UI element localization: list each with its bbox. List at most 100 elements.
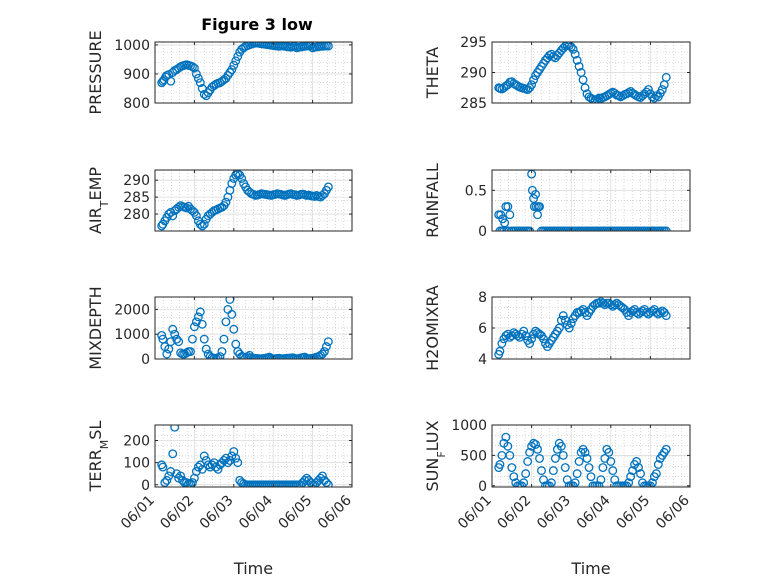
data-point — [213, 353, 223, 359]
x-tick-label: 06/02 — [495, 493, 535, 533]
data-point — [189, 322, 199, 332]
y-tick-label: 0 — [141, 352, 150, 368]
x-axis-label: Time — [570, 559, 610, 578]
data-point — [498, 214, 508, 224]
data-point — [321, 478, 331, 487]
data-point — [509, 472, 519, 482]
y-tick-label: 0 — [478, 479, 487, 495]
y-tick-label: 800 — [123, 96, 150, 112]
y-tick-label: 290 — [123, 173, 150, 189]
data-point — [501, 331, 511, 341]
data-point — [500, 218, 510, 228]
data-point — [195, 219, 205, 229]
data-point — [197, 221, 207, 231]
y-tick-label: 1000 — [451, 418, 487, 434]
data-point — [323, 182, 333, 192]
y-axis-label: AIRTEMP — [86, 167, 111, 234]
data-point — [503, 202, 513, 212]
data-point — [505, 450, 515, 460]
y-tick-label: 200 — [123, 434, 150, 450]
data-point — [572, 469, 582, 479]
y-axis-label: MIXDEPTH — [86, 286, 105, 369]
y-tick-label: 100 — [123, 456, 150, 472]
y-axis-label: TERRMSL — [86, 421, 111, 493]
data-point — [632, 308, 641, 317]
y-axis-label: RAINFALL — [423, 163, 442, 238]
data-point — [197, 319, 207, 329]
data-point — [610, 475, 620, 485]
data-point — [614, 91, 624, 101]
subplot-terr-msl: 0 100 200 06/01 06/02 06/03 06/04 06/05 06/06 Tim… — [86, 421, 355, 578]
data-point — [556, 441, 566, 451]
data-point — [562, 475, 572, 485]
data-point — [527, 80, 537, 90]
data-point — [187, 62, 197, 72]
data-point — [636, 469, 645, 479]
data-point — [201, 455, 211, 465]
subplot-theta: 285 290 295 THETA — [423, 35, 691, 112]
data-point — [199, 334, 209, 344]
data-point — [195, 307, 205, 317]
data-point — [626, 472, 636, 482]
y-axis-label: SUNFLUX — [423, 420, 448, 491]
data-point — [300, 475, 310, 485]
subplot-sun-flux: 0 500 1000 06/01 06/02 06/03 06/04 06/05 06/06 Ti… — [423, 418, 693, 578]
data-point — [191, 211, 201, 221]
data-point — [578, 75, 588, 85]
data-points — [157, 42, 333, 101]
data-point — [168, 324, 178, 334]
x-tick-label: 06/05 — [613, 493, 653, 533]
data-point — [162, 475, 172, 485]
axes-box — [154, 41, 353, 104]
data-point — [525, 339, 535, 348]
data-point — [162, 349, 172, 359]
data-point — [245, 42, 255, 50]
data-points — [494, 42, 671, 103]
data-point — [215, 352, 225, 359]
data-point — [187, 478, 197, 487]
data-point — [199, 219, 209, 229]
data-point — [201, 344, 211, 354]
y-axis-label: H2OMIXRA — [423, 285, 442, 371]
data-point — [523, 457, 533, 466]
subplot-rainfall: 0 0.5 RAINFALL — [423, 163, 691, 240]
data-point — [580, 83, 590, 93]
data-point — [606, 88, 616, 98]
data-point — [243, 352, 253, 359]
data-point — [231, 453, 241, 463]
data-point — [649, 93, 659, 103]
data-point — [537, 466, 546, 476]
y-tick-label: 0 — [141, 478, 150, 494]
data-point — [661, 311, 671, 321]
data-point — [219, 334, 229, 344]
data-point — [610, 300, 620, 310]
data-point — [535, 202, 544, 212]
data-point — [525, 447, 535, 457]
data-point — [237, 174, 247, 183]
y-tick-label: 1000 — [114, 38, 150, 54]
data-point — [174, 337, 184, 347]
data-point — [495, 460, 505, 469]
data-point — [496, 210, 506, 220]
data-point — [566, 318, 576, 328]
x-tick-label: 06/03 — [197, 493, 237, 533]
y-tick-label: 8 — [478, 290, 487, 306]
data-point — [191, 467, 201, 476]
data-point — [223, 458, 233, 468]
data-point — [170, 329, 180, 339]
y-tick-label: 285 — [460, 96, 487, 112]
data-point — [582, 453, 592, 463]
x-tick-label: 06/06 — [653, 492, 693, 532]
data-point — [641, 308, 651, 317]
data-point — [503, 441, 513, 451]
data-point — [533, 444, 542, 454]
data-point — [168, 449, 178, 459]
y-tick-label: 6 — [478, 321, 487, 337]
data-point — [233, 458, 243, 468]
data-point — [168, 211, 178, 221]
data-point — [558, 311, 568, 321]
x-tick-label: 06/04 — [574, 492, 614, 532]
axes-box — [491, 424, 691, 488]
